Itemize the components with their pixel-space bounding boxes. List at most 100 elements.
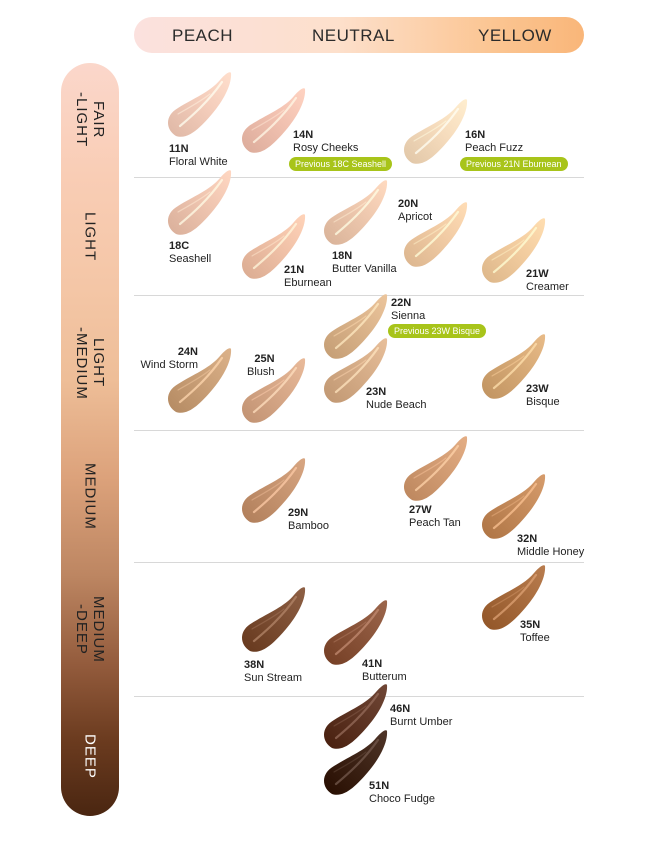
shade-label: 27W Peach Tan xyxy=(409,504,461,530)
shade-name: Rosy Cheeks xyxy=(293,142,359,154)
shade-code: 32N xyxy=(517,533,538,545)
foundation-swatch xyxy=(482,218,546,283)
shade-name: Apricot xyxy=(398,211,433,223)
foundation-swatch xyxy=(482,474,546,539)
shade-code: 11N xyxy=(169,143,189,155)
shade-label: 32N Middle Honey xyxy=(517,533,584,559)
shade-code: 35N xyxy=(520,619,541,631)
shade-code: 21W xyxy=(526,268,549,280)
row-divider xyxy=(134,430,584,431)
depth-light-medium: LIGHT -MEDIUM xyxy=(73,326,107,400)
shade-code: 29N xyxy=(288,507,309,519)
shade-name: Sun Stream xyxy=(244,672,303,684)
foundation-swatch xyxy=(168,72,232,137)
shade-name: Wind Storm xyxy=(140,359,198,371)
shade-name: Butterum xyxy=(362,671,407,683)
shade-name: Seashell xyxy=(169,253,212,265)
shade-label: 23W Bisque xyxy=(526,383,560,409)
depth-gradient-bar xyxy=(61,63,119,816)
foundation-swatch xyxy=(404,436,468,501)
foundation-swatch xyxy=(242,214,306,279)
shade-code: 51N xyxy=(369,780,390,792)
shade-label: 21W Creamer xyxy=(526,268,569,294)
shade-name: Creamer xyxy=(526,281,569,293)
shade-code: 24N xyxy=(177,346,198,358)
shade-label: 22N Sienna xyxy=(391,297,425,323)
foundation-swatch xyxy=(242,88,306,153)
foundation-swatch xyxy=(324,338,388,403)
shade-label: 23N Nude Beach xyxy=(366,386,427,412)
depth-medium-deep: MEDIUM -DEEP xyxy=(73,596,107,663)
depth-light: LIGHT xyxy=(81,211,99,262)
row-divider xyxy=(134,696,584,697)
shade-label: 29N Bamboo xyxy=(288,507,329,533)
shade-name: Middle Honey xyxy=(517,546,585,558)
foundation-swatch xyxy=(324,180,388,245)
foundation-swatch xyxy=(482,565,546,630)
shade-name: Burnt Umber xyxy=(390,716,453,728)
shade-label: 24N Wind Storm xyxy=(141,346,198,372)
shade-name: Nude Beach xyxy=(366,399,427,411)
foundation-swatch xyxy=(404,99,468,164)
shade-code: 25N xyxy=(254,353,275,365)
shade-label: 18N Butter Vanilla xyxy=(332,250,397,276)
shade-label: 35N Toffee xyxy=(520,619,550,645)
foundation-swatch xyxy=(324,730,388,795)
shade-label: 20N Apricot xyxy=(398,198,432,224)
shade-name: Peach Tan xyxy=(409,517,461,529)
foundation-swatch xyxy=(242,587,306,652)
shade-code: 27W xyxy=(409,504,432,516)
foundation-swatch xyxy=(324,684,388,749)
shade-code: 20N xyxy=(398,198,419,210)
shade-label: 16N Peach Fuzz xyxy=(465,129,523,155)
shade-name: Peach Fuzz xyxy=(465,142,524,154)
shade-label: 25N Blush xyxy=(247,353,275,379)
shade-name: Butter Vanilla xyxy=(332,263,397,275)
shade-name: Sienna xyxy=(391,310,426,322)
shade-name: Bisque xyxy=(526,396,560,408)
foundation-swatch xyxy=(242,458,306,523)
shade-label: 41N Butterum xyxy=(362,658,407,684)
previous-shade-badge: Previous 21N Eburnean xyxy=(460,157,568,171)
depth-medium: MEDIUM xyxy=(81,463,99,530)
foundation-swatch xyxy=(404,202,468,267)
shade-code: 23W xyxy=(526,383,549,395)
shade-code: 46N xyxy=(390,703,411,715)
shade-label: 11N Floral White xyxy=(169,143,228,169)
shade-label: 18C Seashell xyxy=(169,240,211,266)
undertone-neutral: NEUTRAL xyxy=(312,26,395,45)
shade-code: 18N xyxy=(332,250,353,262)
shade-label: 14N Rosy Cheeks xyxy=(293,129,358,155)
depth-deep: DEEP xyxy=(81,734,99,779)
row-divider xyxy=(134,562,584,563)
foundation-swatch xyxy=(324,600,388,665)
undertone-yellow: YELLOW xyxy=(478,26,552,45)
shade-code: 21N xyxy=(284,264,305,276)
shade-code: 18C xyxy=(169,240,190,252)
shade-name: Blush xyxy=(247,366,275,378)
shade-label: 38N Sun Stream xyxy=(244,659,302,685)
previous-shade-badge: Previous 18C Seashell xyxy=(289,157,393,171)
foundation-swatch xyxy=(242,358,306,423)
shade-code: 16N xyxy=(465,129,486,141)
undertone-peach: PEACH xyxy=(172,26,234,45)
depth-fair-light: FAIR -LIGHT xyxy=(73,92,107,148)
shade-code: 38N xyxy=(244,659,265,671)
shade-code: 41N xyxy=(362,658,383,670)
foundation-swatch xyxy=(168,348,232,413)
shade-code: 23N xyxy=(366,386,387,398)
shade-label: 46N Burnt Umber xyxy=(390,703,452,729)
shade-code: 22N xyxy=(391,297,412,309)
shade-name: Bamboo xyxy=(288,520,329,532)
shade-name: Toffee xyxy=(520,632,550,644)
shade-name: Choco Fudge xyxy=(369,793,436,805)
shade-label: 51N Choco Fudge xyxy=(369,780,435,806)
undertone-header-bar xyxy=(134,17,584,53)
foundation-swatch xyxy=(482,334,546,399)
previous-shade-badge: Previous 23W Bisque xyxy=(388,324,487,338)
foundation-swatch xyxy=(324,294,388,359)
foundation-swatch xyxy=(168,170,232,235)
row-divider xyxy=(134,177,584,178)
shade-label: 21N Eburnean xyxy=(284,264,332,290)
shade-name: Eburnean xyxy=(284,277,332,289)
